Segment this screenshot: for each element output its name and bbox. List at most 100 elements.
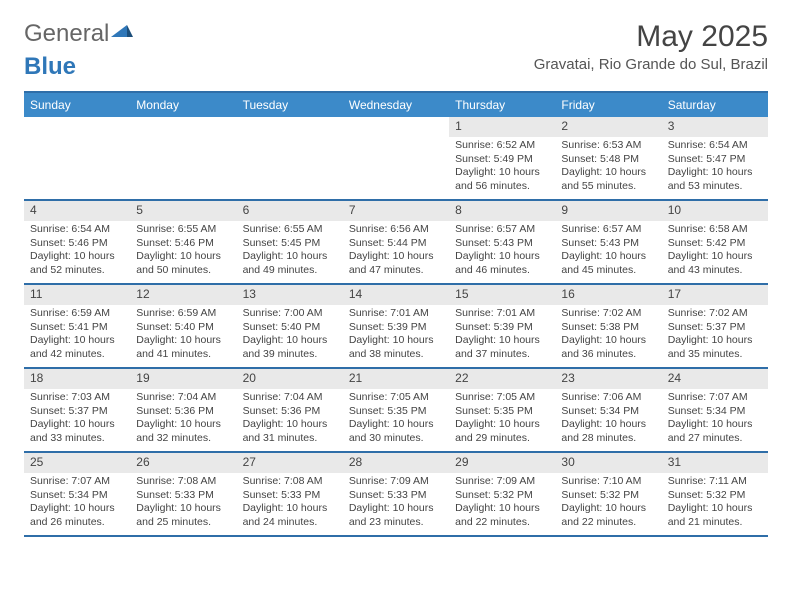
day-details: Sunrise: 7:02 AMSunset: 5:37 PMDaylight:… bbox=[662, 305, 768, 366]
day-number: 31 bbox=[662, 453, 768, 473]
day-details: Sunrise: 7:01 AMSunset: 5:39 PMDaylight:… bbox=[449, 305, 555, 366]
day-details: Sunrise: 6:58 AMSunset: 5:42 PMDaylight:… bbox=[662, 221, 768, 282]
weekday-header: Sunday bbox=[24, 93, 130, 117]
sunrise-line: Sunrise: 7:01 AM bbox=[455, 307, 549, 321]
calendar-day-cell: 18Sunrise: 7:03 AMSunset: 5:37 PMDayligh… bbox=[24, 369, 130, 451]
day-number: 12 bbox=[130, 285, 236, 305]
day-number: 21 bbox=[343, 369, 449, 389]
calendar-day-cell: 28 Sunrise: 7:09 AMSunset: 5:33 PMDayligh… bbox=[343, 453, 449, 535]
calendar-week-row: 25Sunrise: 7:07 AMSunset: 5:34 PMDayligh… bbox=[24, 453, 768, 537]
day-details bbox=[237, 137, 343, 143]
calendar-day-cell bbox=[343, 117, 449, 199]
daylight-line: Daylight: 10 hours and 53 minutes. bbox=[668, 166, 762, 193]
calendar-day-cell: 6Sunrise: 6:55 AMSunset: 5:45 PMDaylight… bbox=[237, 201, 343, 283]
day-number: 16 bbox=[555, 285, 661, 305]
daylight-line: Daylight: 10 hours and 35 minutes. bbox=[668, 334, 762, 361]
calendar-day-cell: 13Sunrise: 7:00 AMSunset: 5:40 PMDayligh… bbox=[237, 285, 343, 367]
day-number: 18 bbox=[24, 369, 130, 389]
sunset-line: Sunset: 5:33 PM bbox=[349, 489, 443, 503]
sunrise-line: Sunrise: 7:05 AM bbox=[349, 391, 443, 405]
day-number: 29 bbox=[449, 453, 555, 473]
weekday-header: Thursday bbox=[449, 93, 555, 117]
day-number: 5 bbox=[130, 201, 236, 221]
sunrise-line: Sunrise: 6:59 AM bbox=[30, 307, 124, 321]
calendar-day-cell: 26Sunrise: 7:08 AMSunset: 5:33 PMDayligh… bbox=[130, 453, 236, 535]
day-number: 22 bbox=[449, 369, 555, 389]
daylight-line: Daylight: 10 hours and 55 minutes. bbox=[561, 166, 655, 193]
day-number bbox=[130, 117, 236, 137]
sunset-line: Sunset: 5:43 PM bbox=[561, 237, 655, 251]
weekday-header: Wednesday bbox=[343, 93, 449, 117]
day-details: Sunrise: 7:11 AMSunset: 5:32 PMDaylight:… bbox=[662, 473, 768, 534]
sunset-line: Sunset: 5:38 PM bbox=[561, 321, 655, 335]
sunset-line: Sunset: 5:46 PM bbox=[136, 237, 230, 251]
sunrise-line: Sunrise: 6:54 AM bbox=[668, 139, 762, 153]
day-number: 9 bbox=[555, 201, 661, 221]
day-details: Sunrise: 6:59 AMSunset: 5:40 PMDaylight:… bbox=[130, 305, 236, 366]
calendar-week-row: 1Sunrise: 6:52 AMSunset: 5:49 PMDaylight… bbox=[24, 117, 768, 201]
sunrise-line: Sunrise: 7:07 AM bbox=[668, 391, 762, 405]
logo: General bbox=[24, 20, 135, 48]
calendar-day-cell: 17Sunrise: 7:02 AMSunset: 5:37 PMDayligh… bbox=[662, 285, 768, 367]
daylight-line: Daylight: 10 hours and 28 minutes. bbox=[561, 418, 655, 445]
sunrise-line: Sunrise: 6:58 AM bbox=[668, 223, 762, 237]
sunset-line: Sunset: 5:36 PM bbox=[243, 405, 337, 419]
calendar-day-cell: 27Sunrise: 7:08 AMSunset: 5:33 PMDayligh… bbox=[237, 453, 343, 535]
sunrise-line: Sunrise: 6:59 AM bbox=[136, 307, 230, 321]
sunrise-line: Sunrise: 7:03 AM bbox=[30, 391, 124, 405]
calendar-week-row: 18 Sunrise: 7:03 AMSunset: 5:37 PM Dayligh… bbox=[24, 369, 768, 453]
day-details: Sunrise: 6:53 AMSunset: 5:48 PMDaylight:… bbox=[555, 137, 661, 198]
day-details: Sunrise: 6:55 AMSunset: 5:45 PMDaylight:… bbox=[237, 221, 343, 282]
sunset-line: Sunset: 5:35 PM bbox=[349, 405, 443, 419]
day-number: 7 bbox=[343, 201, 449, 221]
sunset-line: Sunset: 5:37 PM bbox=[30, 405, 124, 419]
calendar-day-cell: 30Sunrise: 7:10 AMSunset: 5:32 PMDayligh… bbox=[555, 453, 661, 535]
day-details: Sunrise: 7:01 AMSunset: 5:39 PMDaylight:… bbox=[343, 305, 449, 366]
daylight-line: Daylight: 10 hours and 30 minutes. bbox=[349, 418, 443, 445]
calendar-day-cell: 10Sunrise: 6:58 AMSunset: 5:42 PMDayligh… bbox=[662, 201, 768, 283]
daylight-line: Daylight: 10 hours and 23 minutes. bbox=[349, 502, 443, 529]
sunset-line: Sunset: 5:43 PM bbox=[455, 237, 549, 251]
day-details: Sunrise: 7:09 AMSunset: 5:32 PMDaylight:… bbox=[449, 473, 555, 534]
day-details: Sunrise: 7:04 AMSunset: 5:36 PMDaylight:… bbox=[130, 389, 236, 450]
day-details: Sunrise: 7:00 AMSunset: 5:40 PMDaylight:… bbox=[237, 305, 343, 366]
day-details: Sunrise: 7:05 AMSunset: 5:35 PMDaylight:… bbox=[449, 389, 555, 450]
day-number: 13 bbox=[237, 285, 343, 305]
sunset-line: Sunset: 5:37 PM bbox=[668, 321, 762, 335]
month-title: May 2025 bbox=[534, 20, 768, 54]
calendar-week-row: 11Sunrise: 6:59 AMSunset: 5:41 PMDayligh… bbox=[24, 285, 768, 369]
calendar-day-cell: 1Sunrise: 6:52 AMSunset: 5:49 PMDaylight… bbox=[449, 117, 555, 199]
day-number: 23 bbox=[555, 369, 661, 389]
day-details: Sunrise: 7:07 AMSunset: 5:34 PMDaylight:… bbox=[24, 473, 130, 534]
day-number bbox=[343, 117, 449, 137]
calendar: SundayMondayTuesdayWednesdayThursdayFrid… bbox=[24, 91, 768, 537]
sunrise-line: Sunrise: 7:06 AM bbox=[561, 391, 655, 405]
day-details: Sunrise: 6:57 AMSunset: 5:43 PMDaylight:… bbox=[555, 221, 661, 282]
day-number: 3 bbox=[662, 117, 768, 137]
calendar-day-cell: 23 Sunrise: 7:06 AMSunset: 5:34 PMDayligh… bbox=[555, 369, 661, 451]
sunset-line: Sunset: 5:40 PM bbox=[243, 321, 337, 335]
logo-text-a: General bbox=[24, 20, 109, 48]
logo-text-b: Blue bbox=[24, 53, 76, 80]
calendar-day-cell bbox=[24, 117, 130, 199]
day-number bbox=[24, 117, 130, 137]
daylight-line: Daylight: 10 hours and 31 minutes. bbox=[243, 418, 337, 445]
calendar-day-cell: 24Sunrise: 7:07 AMSunset: 5:34 PMDayligh… bbox=[662, 369, 768, 451]
daylight-line: Daylight: 10 hours and 42 minutes. bbox=[30, 334, 124, 361]
sunset-line: Sunset: 5:46 PM bbox=[30, 237, 124, 251]
day-number: 4 bbox=[24, 201, 130, 221]
day-details: Sunrise: 7:02 AMSunset: 5:38 PMDaylight:… bbox=[555, 305, 661, 366]
calendar-day-cell: 20Sunrise: 7:04 AMSunset: 5:36 PMDayligh… bbox=[237, 369, 343, 451]
daylight-line: Daylight: 10 hours and 27 minutes. bbox=[668, 418, 762, 445]
day-number: 8 bbox=[449, 201, 555, 221]
day-number: 28 bbox=[343, 453, 449, 473]
day-details bbox=[343, 137, 449, 143]
daylight-line: Daylight: 10 hours and 22 minutes. bbox=[561, 502, 655, 529]
daylight-line: Daylight: 10 hours and 43 minutes. bbox=[668, 250, 762, 277]
sunrise-line: Sunrise: 7:10 AM bbox=[561, 475, 655, 489]
sunrise-line: Sunrise: 7:09 AM bbox=[349, 475, 443, 489]
sunset-line: Sunset: 5:34 PM bbox=[561, 405, 655, 419]
calendar-day-cell: 14Sunrise: 7:01 AMSunset: 5:39 PMDayligh… bbox=[343, 285, 449, 367]
day-number: 24 bbox=[662, 369, 768, 389]
sunset-line: Sunset: 5:32 PM bbox=[455, 489, 549, 503]
